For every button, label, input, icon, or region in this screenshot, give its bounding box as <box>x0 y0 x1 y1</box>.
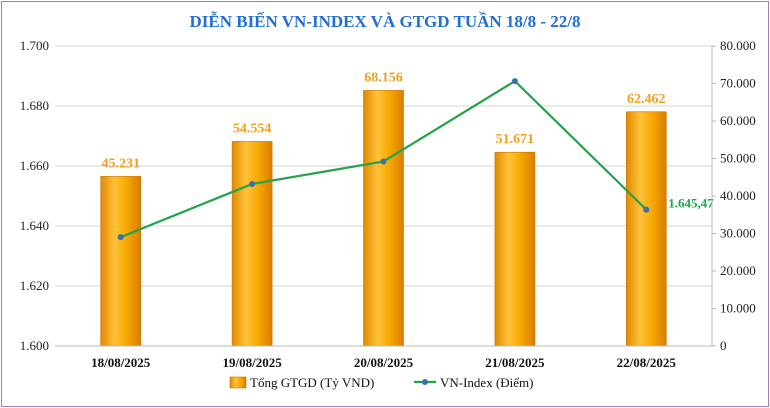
bar-data-label: 68.156 <box>364 70 403 85</box>
y-right-tick-label: 80.000 <box>720 38 756 53</box>
y-right-tick-label: 60.000 <box>720 113 756 128</box>
bar-data-label: 45.231 <box>101 156 140 171</box>
bar <box>494 151 536 347</box>
bar-data-label: 62.462 <box>627 92 666 107</box>
y-right-tick-label: 20.000 <box>720 263 756 278</box>
y-left-tick-label: 1.660 <box>20 158 49 173</box>
line-point <box>511 78 518 85</box>
bar <box>231 141 273 347</box>
line-data-label: 1.645,47 <box>668 196 714 211</box>
x-tick-label: 19/08/2025 <box>222 355 282 370</box>
x-tick-label: 21/08/2025 <box>485 355 545 370</box>
line-point <box>380 158 387 165</box>
y-left-tick-label: 1.700 <box>20 38 49 53</box>
y-left-tick-label: 1.620 <box>20 278 49 293</box>
y-left-tick-label: 1.680 <box>20 98 49 113</box>
y-right-tick-label: 70.000 <box>720 76 756 91</box>
line-point <box>117 234 124 241</box>
bar <box>363 90 404 347</box>
x-tick-label: 22/08/2025 <box>617 355 677 370</box>
line-point <box>249 181 256 187</box>
bar-data-label: 54.554 <box>233 121 272 136</box>
legend-line-label: VN-Index (Điểm) <box>440 375 534 390</box>
y-left-tick-label: 1.640 <box>20 218 49 233</box>
line-point <box>643 206 650 213</box>
chart-title: DIỄN BIẾN VN-INDEX VÀ GTGD TUẦN 18/8 - 2… <box>189 12 580 31</box>
y-right-tick-label: 40.000 <box>720 188 756 203</box>
y-right-tick-label: 10.000 <box>720 301 756 316</box>
bar <box>100 176 141 347</box>
y-right-tick-label: 30.000 <box>720 226 756 241</box>
legend-line-marker <box>422 379 428 385</box>
legend-bar-label: Tổng GTGD (Tỷ VND) <box>250 375 374 390</box>
legend-bar-swatch <box>229 376 247 389</box>
x-tick-label: 18/08/2025 <box>91 355 151 370</box>
y-right-tick-label: 0 <box>720 338 727 353</box>
bar-data-label: 51.671 <box>496 132 535 147</box>
y-right-tick-label: 50.000 <box>720 151 756 166</box>
x-tick-label: 20/08/2025 <box>354 355 414 370</box>
y-left-tick-label: 1.600 <box>20 338 49 353</box>
bar <box>625 111 667 347</box>
